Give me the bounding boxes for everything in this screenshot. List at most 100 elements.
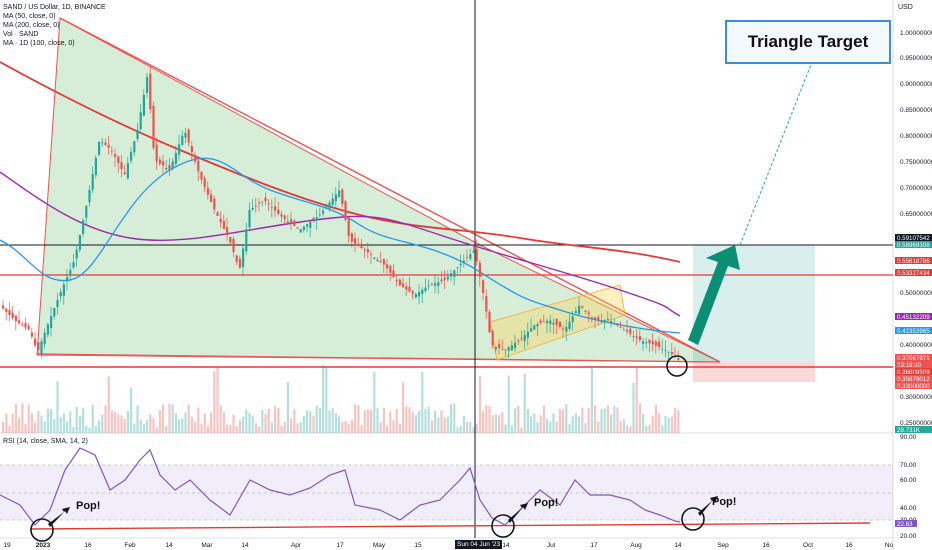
candle-body (328, 202, 331, 209)
candle-body (94, 158, 97, 176)
volume-bar (251, 415, 254, 433)
candle-body (206, 187, 209, 195)
candle-body (200, 171, 203, 180)
candle-body (8, 310, 11, 315)
price-axis[interactable]: 1.00000000 0.95000000 0.90000000 0.85000000… (900, 30, 932, 427)
candle-body (309, 221, 312, 228)
volume-bar (514, 408, 517, 433)
volume-bar (370, 409, 373, 433)
volume-bar (392, 420, 395, 433)
candle-body (501, 349, 504, 350)
candle-body (286, 221, 289, 223)
price-axis-label: 0.95000000 (900, 55, 932, 62)
price-axis-label: 0.25000000 (900, 420, 932, 427)
volume-bar (261, 409, 264, 433)
svg-text:0.58969308: 0.58969308 (897, 242, 930, 249)
volume-bar (309, 411, 312, 433)
time-axis-label: Aug (630, 542, 642, 549)
currency-label[interactable]: USD (898, 4, 913, 11)
rsi-line (0, 447, 681, 526)
volume-bar (14, 403, 17, 433)
volume-bars (2, 364, 680, 433)
pop-label-2: Pop! (534, 497, 559, 509)
legend-ma200[interactable]: MA (200, close, 0) (3, 22, 60, 29)
candle-body (258, 202, 261, 204)
volume-bar (613, 405, 616, 433)
volume-bar (664, 416, 667, 433)
legend-ma100[interactable]: MA · 1D (100, close, 0) (3, 40, 75, 47)
current-price-circle (666, 355, 688, 377)
volume-bar (437, 417, 440, 433)
legend-volume[interactable]: Vol · SAND (3, 31, 39, 38)
volume-bar (46, 408, 49, 433)
volume-bar (168, 403, 171, 433)
candle-body (392, 270, 395, 277)
volume-bar (408, 407, 411, 433)
candle-body (334, 194, 337, 202)
volume-bar (373, 372, 376, 433)
candle-body (546, 320, 549, 324)
price-axis-label: 0.80000000 (900, 133, 932, 140)
candle-body (523, 334, 526, 341)
rsi-axis-label: 70.00 (900, 462, 917, 469)
volume-bar (267, 408, 270, 433)
volume-bar (542, 405, 545, 433)
volume-bar (322, 364, 325, 433)
rsi-legend[interactable]: RSI (14, close, SMA, 14, 2) (3, 438, 88, 445)
candle-body (590, 317, 593, 319)
candle-body (555, 318, 558, 325)
volume-bar (667, 417, 670, 433)
volume-bar (50, 409, 53, 433)
candle-body (482, 280, 485, 293)
candle-body (405, 286, 408, 290)
candle-body (456, 267, 459, 268)
candle-body (386, 264, 389, 269)
volume-bar (600, 408, 603, 433)
volume-bar (603, 408, 606, 433)
volume-bar (24, 424, 27, 433)
volume-bar (360, 424, 363, 433)
volume-bar (549, 421, 552, 433)
candle-body (558, 321, 561, 327)
volume-bar (648, 424, 651, 433)
triangle-target-label: Triangle Target (725, 20, 891, 64)
volume-bar (174, 413, 177, 433)
volume-bar (146, 419, 149, 433)
volume-bar (18, 417, 21, 433)
candle-body (165, 167, 168, 170)
candle-body (168, 164, 171, 170)
candle-body (46, 324, 49, 335)
svg-text:0.59107542: 0.59107542 (897, 235, 930, 242)
volume-bar (517, 405, 520, 433)
legend-ma50[interactable]: MA (50, close, 0) (3, 13, 56, 20)
rsi-circle-1 (30, 518, 54, 542)
volume-bar (382, 407, 385, 433)
volume-bar (645, 426, 648, 433)
volume-bar (651, 415, 654, 433)
volume-bar (482, 411, 485, 433)
time-axis[interactable]: 19 2023 16 Feb 14 Mar 14 Apr 17 May 15 14 Jul 17 Aug 14… (3, 542, 893, 549)
time-axis-label: Apr (291, 542, 302, 549)
candle-body (222, 220, 225, 229)
candle-body (466, 256, 469, 258)
volume-bar (258, 426, 261, 433)
candle-body (616, 323, 619, 326)
svg-text:0.36809509: 0.36809509 (897, 369, 930, 376)
candle-body (437, 282, 440, 286)
candle-body (53, 308, 56, 317)
volume-bar (229, 424, 232, 433)
rsi-tag: 22.63 (895, 520, 917, 528)
volume-bar (395, 408, 398, 433)
pop-label-3: Pop! (712, 496, 737, 508)
volume-bar (334, 413, 337, 433)
volume-bar (56, 381, 59, 433)
rsi-axis-label: 60.00 (900, 477, 917, 484)
symbol-title[interactable]: SAND / US Dollar, 1D, BINANCE (3, 4, 106, 11)
volume-bar (194, 421, 197, 433)
candle-body (584, 311, 587, 312)
price-tag: 23:18:10 (895, 361, 932, 369)
volume-bar (427, 406, 430, 433)
volume-bar (155, 427, 158, 433)
